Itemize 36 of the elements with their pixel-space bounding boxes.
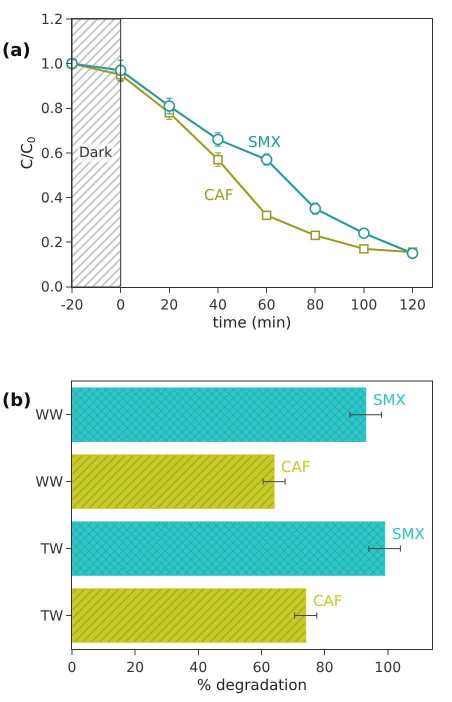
text: CAF — [313, 592, 342, 610]
x-tick-label: 20 — [126, 660, 144, 676]
x-tick-label: 100 — [350, 298, 378, 314]
series-label: SMX — [248, 133, 281, 151]
x-tick-label: 40 — [189, 660, 208, 676]
x-tick-label: 80 — [306, 298, 324, 314]
x-tick-label: 20 — [160, 298, 178, 314]
y-tick-label: 0.6 — [40, 146, 64, 162]
text: (a) — [2, 40, 31, 61]
series-label: CAF — [204, 186, 234, 204]
y-tick-label: 1.2 — [40, 12, 64, 28]
series-label: CAF — [281, 458, 310, 476]
x-tick-label: -20 — [60, 298, 84, 314]
x-tick-label: 0 — [116, 298, 126, 314]
x-tick-label: 80 — [316, 660, 334, 676]
y-tick-label: TW — [40, 608, 64, 624]
y-tick-label: TW — [40, 541, 64, 558]
x-tick-label: 60 — [252, 660, 270, 676]
band-label: Dark — [79, 145, 114, 161]
y-tick-label: WW — [35, 408, 64, 424]
y-tick-label: WW — [35, 474, 64, 491]
text: (b) — [2, 390, 32, 411]
text: SMX — [392, 525, 425, 543]
series-label: SMX — [373, 391, 406, 409]
x-tick-label: 60 — [258, 298, 276, 314]
x-tick-label: 120 — [399, 298, 426, 314]
x-tick-label: 40 — [209, 298, 227, 314]
x-axis-title: % degradation — [196, 676, 308, 694]
x-tick-label: 100 — [374, 660, 402, 676]
y-tick-label: 1.0 — [40, 56, 64, 73]
x-axis-title: time (min) — [212, 314, 292, 332]
y-tick-label: 0.2 — [40, 235, 64, 252]
y-tick-label: 0.4 — [40, 190, 64, 206]
y-tick-label: 0.0 — [40, 280, 64, 296]
x-tick-label: 0 — [68, 660, 76, 676]
y-tick-label: 0.8 — [40, 101, 64, 118]
